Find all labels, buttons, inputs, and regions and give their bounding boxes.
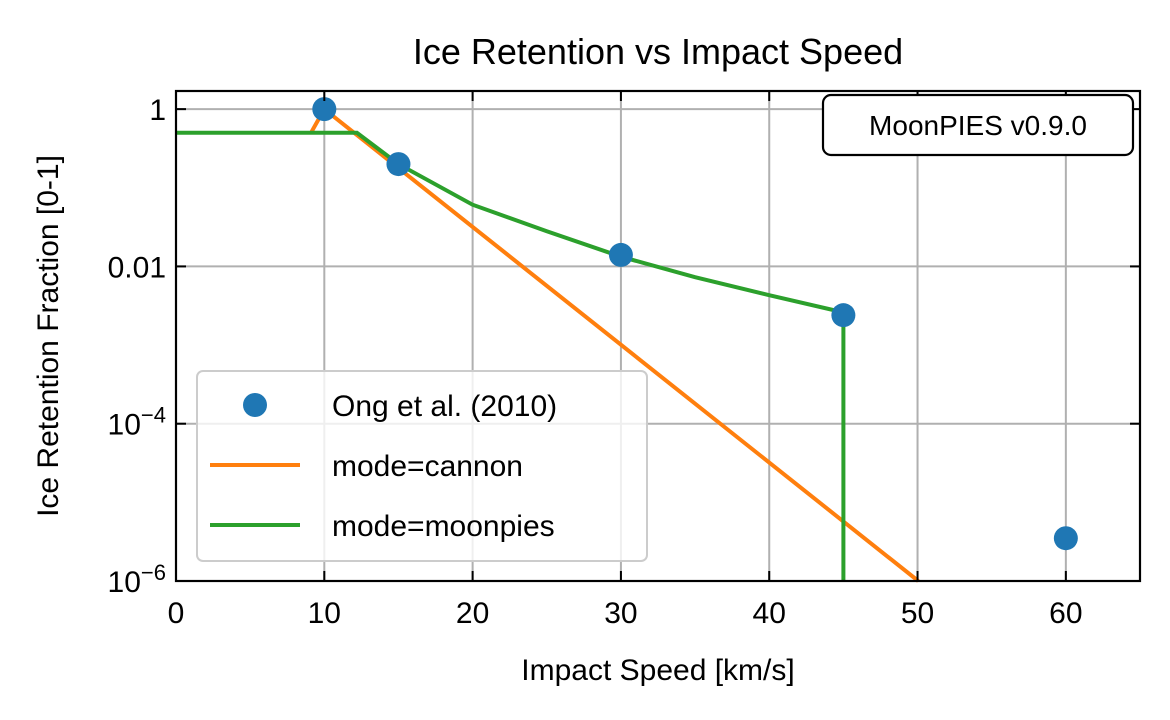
- plot-frame: [174, 89, 1142, 583]
- x-tick-label: 40: [753, 597, 786, 630]
- y-tick-label: 10−6: [108, 560, 166, 599]
- series-line-mode-moonpies: [176, 130, 846, 581]
- legend-label: Ong et al. (2010): [332, 390, 557, 423]
- y-axis-title: Ice Retention Fraction [0-1]: [32, 155, 65, 517]
- y-tick-label: 1: [149, 94, 166, 127]
- x-tick-label: 50: [901, 597, 934, 630]
- legend-box: [196, 370, 648, 562]
- legend-label: mode=cannon: [332, 450, 523, 483]
- scatter-point: [608, 242, 633, 267]
- y-tick-label: 10−4: [108, 403, 166, 442]
- x-tick-label: 30: [604, 597, 637, 630]
- x-tick-label: 0: [168, 597, 185, 630]
- chart-title: Ice Retention vs Impact Speed: [413, 31, 903, 72]
- scatter-point: [831, 303, 856, 328]
- x-axis-title: Impact Speed [km/s]: [521, 654, 794, 687]
- series-layer: [176, 97, 1078, 583]
- scatter-point: [312, 97, 337, 122]
- legend-items: Ong et al. (2010) mode=cannon mode=moonpie…: [210, 390, 557, 543]
- x-tick-label: 10: [308, 597, 341, 630]
- scatter-point: [1053, 526, 1078, 551]
- version-badge: MoonPIES v0.9.0: [821, 93, 1135, 157]
- version-badge-box: [821, 93, 1135, 157]
- scatter-point: [386, 152, 411, 177]
- x-tick-label: 20: [456, 597, 489, 630]
- version-badge-text: MoonPIES v0.9.0: [869, 110, 1087, 141]
- legend-label: mode=moonpies: [332, 510, 555, 543]
- legend-marker: [243, 393, 267, 417]
- y-tick-label: 0.01: [108, 251, 166, 284]
- x-tick-label: 60: [1049, 597, 1082, 630]
- legend: Ong et al. (2010) mode=cannon mode=moonpie…: [196, 370, 648, 562]
